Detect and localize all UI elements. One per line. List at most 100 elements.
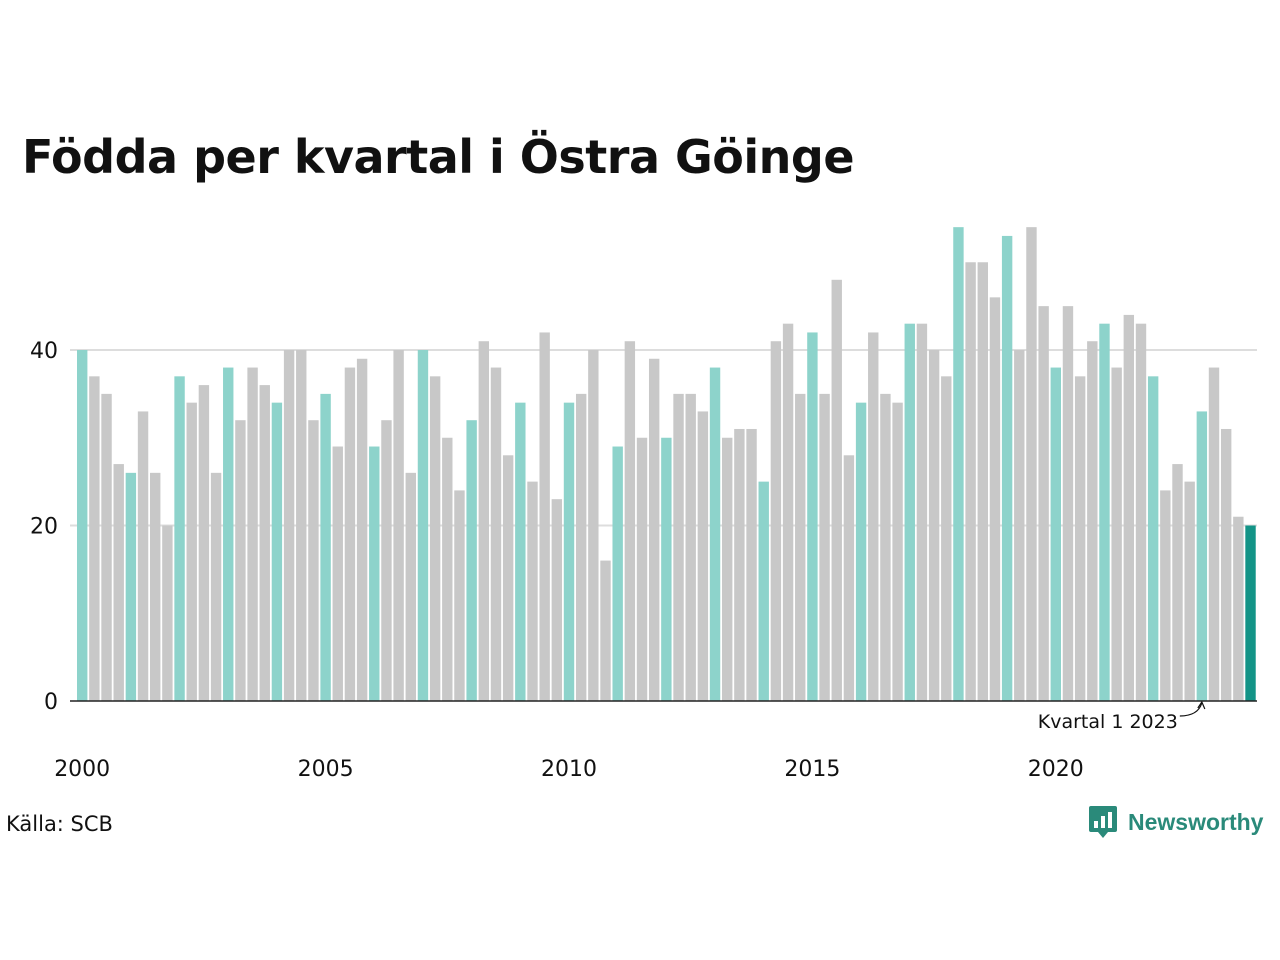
- bar: [1074, 376, 1086, 701]
- bar: [235, 420, 246, 701]
- bar: [296, 350, 307, 701]
- bar: [1184, 481, 1195, 702]
- brand-logo[interactable]: Newsworthy: [1088, 804, 1263, 840]
- bar: [1147, 376, 1159, 701]
- x-tick-label: 2015: [784, 757, 840, 782]
- bar: [186, 402, 197, 701]
- bar: [1220, 428, 1232, 701]
- bar: [1026, 227, 1037, 701]
- bar: [478, 341, 490, 701]
- bar: [502, 455, 514, 701]
- bar: [1050, 367, 1061, 701]
- bar: [746, 428, 757, 701]
- bar: [1001, 235, 1013, 702]
- bar: [198, 385, 210, 701]
- bar: [1062, 306, 1074, 702]
- bar: [466, 420, 477, 701]
- bar: [429, 376, 441, 701]
- bar: [1087, 341, 1098, 701]
- bar: [89, 376, 100, 701]
- bar: [612, 446, 623, 701]
- bar: [868, 332, 879, 701]
- bar: [807, 332, 818, 701]
- bar: [624, 341, 636, 701]
- bar: [673, 393, 684, 702]
- bar: [77, 350, 88, 701]
- bar: [855, 402, 867, 701]
- annotation-arrow: [1179, 702, 1203, 717]
- bar: [405, 472, 416, 701]
- bar: [588, 350, 599, 701]
- annotation-label: Kvartal 1 2023: [1038, 711, 1178, 733]
- bar: [223, 367, 234, 701]
- bar: [1111, 367, 1122, 701]
- bar: [697, 411, 709, 701]
- bar: [150, 472, 161, 701]
- bar: [1099, 323, 1110, 701]
- bar: [1233, 516, 1244, 701]
- bar: [271, 402, 283, 701]
- bar: [393, 350, 404, 701]
- bar: [880, 393, 891, 702]
- y-tick-label: 40: [30, 339, 58, 364]
- bar: [1123, 314, 1135, 701]
- bar: [308, 420, 319, 701]
- chart-title: Födda per kvartal i Östra Göinge: [22, 130, 855, 184]
- bar: [965, 262, 976, 701]
- bar: [661, 437, 672, 701]
- x-tick-label: 2010: [541, 757, 597, 782]
- bar: [685, 393, 696, 702]
- bar: [1038, 306, 1049, 702]
- bar: [600, 560, 611, 701]
- bar: [332, 446, 343, 701]
- bar: [417, 350, 429, 701]
- bar: [843, 455, 855, 701]
- bar: [515, 402, 526, 701]
- bar: [977, 262, 988, 701]
- bar: [442, 437, 453, 701]
- bar: [575, 393, 587, 702]
- bar: [758, 481, 769, 702]
- bar: [953, 227, 964, 701]
- bar: [563, 402, 575, 701]
- x-tick-label: 2020: [1028, 757, 1084, 782]
- bar: [1245, 525, 1256, 701]
- y-tick-label: 0: [44, 690, 58, 715]
- bar: [795, 393, 806, 702]
- bar: [356, 358, 368, 701]
- bar: [941, 376, 952, 701]
- bar: [916, 323, 928, 701]
- bar: [101, 393, 112, 702]
- bar: [1196, 411, 1208, 701]
- bar: [928, 350, 940, 701]
- bar: [490, 367, 502, 701]
- bar: [722, 437, 733, 701]
- bar: [904, 323, 915, 701]
- bar: [819, 393, 830, 702]
- bar: [210, 472, 222, 701]
- bar: [320, 393, 331, 702]
- newsworthy-logo-icon: [1089, 806, 1117, 838]
- bar: [137, 411, 149, 701]
- axes: 0 20 40 2000 2005 2010 2015 2020: [30, 339, 1257, 782]
- bar: [247, 367, 258, 701]
- bar: [381, 420, 392, 701]
- bar: [174, 376, 185, 701]
- bar: [1208, 367, 1220, 701]
- bar: [539, 332, 550, 701]
- bar: [892, 402, 903, 701]
- y-tick-label: 20: [30, 515, 58, 540]
- bar: [113, 464, 124, 701]
- bar: [989, 297, 1001, 701]
- bar: [454, 490, 465, 701]
- bar: [1160, 490, 1171, 701]
- brand-name: Newsworthy: [1128, 808, 1264, 835]
- bar: [527, 481, 538, 702]
- bar: [636, 437, 648, 701]
- bar: [770, 341, 782, 701]
- bar: [1014, 350, 1025, 701]
- x-tick-label: 2000: [54, 757, 110, 782]
- bar: [734, 428, 745, 701]
- annotation-arrowhead: [1197, 700, 1206, 710]
- bar: [648, 358, 660, 701]
